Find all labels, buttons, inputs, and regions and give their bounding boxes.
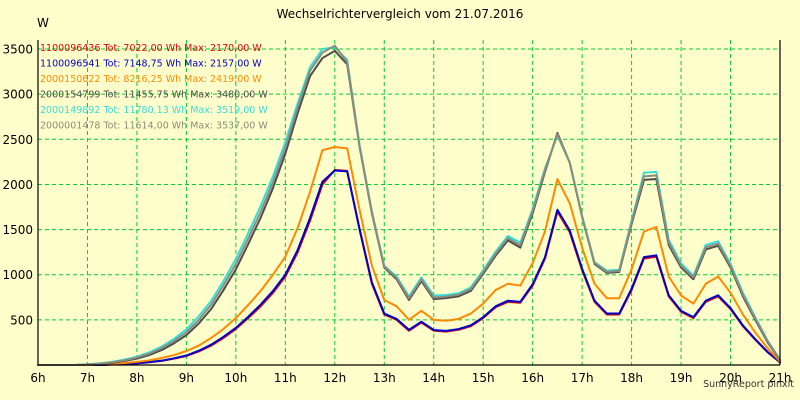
x-axis-tick-label: 20h bbox=[719, 371, 742, 385]
legend-item-2000001478: 2000001478 Tot: 11614,00 Wh Max: 3537,00… bbox=[40, 121, 268, 132]
x-axis-tick-label: 16h bbox=[521, 371, 544, 385]
footer-credit: SunnyReport pinxit bbox=[703, 379, 794, 390]
x-axis-tick-label: 21h bbox=[769, 371, 792, 385]
y-axis-tick-label: 1500 bbox=[2, 223, 33, 237]
series-line-1100096436 bbox=[37, 169, 781, 366]
legend-item-1100096436: 1100096436 Tot: 7022,00 Wh Max: 2170,00 … bbox=[40, 43, 262, 54]
x-axis-tick-label: 18h bbox=[620, 371, 643, 385]
x-axis-tick-label: 15h bbox=[472, 371, 495, 385]
x-axis-tick-label: 9h bbox=[179, 371, 194, 385]
y-axis-tick-label: 3000 bbox=[2, 88, 33, 102]
x-axis-tick-label: 6h bbox=[30, 371, 45, 385]
legend-item-1100096541: 1100096541 Tot: 7148,75 Wh Max: 2157,00 … bbox=[40, 59, 262, 70]
x-axis-tick-label: 8h bbox=[129, 371, 144, 385]
y-axis-unit-label: W bbox=[37, 16, 49, 30]
y-axis-tick-label: 2500 bbox=[2, 133, 33, 147]
y-axis-tick-label: 500 bbox=[10, 313, 33, 327]
page-title: Wechselrichtervergleich vom 21.07.2016 bbox=[276, 7, 524, 21]
y-axis-tick-label: 2000 bbox=[2, 178, 33, 192]
x-axis-tick-label: 7h bbox=[80, 371, 95, 385]
x-axis-tick-label: 12h bbox=[323, 371, 346, 385]
y-axis-ticks: 500 1000 1500 2000 2500 3000 3500 bbox=[2, 43, 33, 328]
legend-item-2000149892: 2000149892 Tot: 11780,13 Wh Max: 3519,00… bbox=[40, 105, 268, 116]
series-lines-group bbox=[37, 44, 781, 366]
x-axis-tick-label: 10h bbox=[224, 371, 247, 385]
x-axis-tick-label: 14h bbox=[422, 371, 445, 385]
series-line-1100096541 bbox=[37, 169, 781, 366]
legend-item-2000154799: 2000154799 Tot: 11455,75 Wh Max: 3480,00… bbox=[40, 90, 268, 101]
x-axis-ticks: 6h 7h 8h 9h 10h 11h 12h 13h 14h 15h 16h 17h 18h 19h 20… bbox=[30, 371, 791, 385]
x-axis-tick-label: 11h bbox=[274, 371, 297, 385]
chart-legend: 1100096436 Tot: 7022,00 Wh Max: 2170,00 … bbox=[40, 43, 268, 132]
x-axis-tick-label: 19h bbox=[670, 371, 693, 385]
axis-lines bbox=[37, 40, 781, 366]
y-axis-tick-label: 1000 bbox=[2, 268, 33, 282]
y-axis-tick-label: 3500 bbox=[2, 43, 33, 57]
x-axis-tick-label: 13h bbox=[373, 371, 396, 385]
x-axis-tick-label: 17h bbox=[571, 371, 594, 385]
axis-frame bbox=[37, 40, 780, 366]
series-line-2000150622 bbox=[37, 145, 781, 366]
legend-item-2000150622: 2000150622 Tot: 8216,25 Wh Max: 2419,00 … bbox=[40, 74, 262, 85]
series-line-2000001478 bbox=[37, 44, 781, 366]
